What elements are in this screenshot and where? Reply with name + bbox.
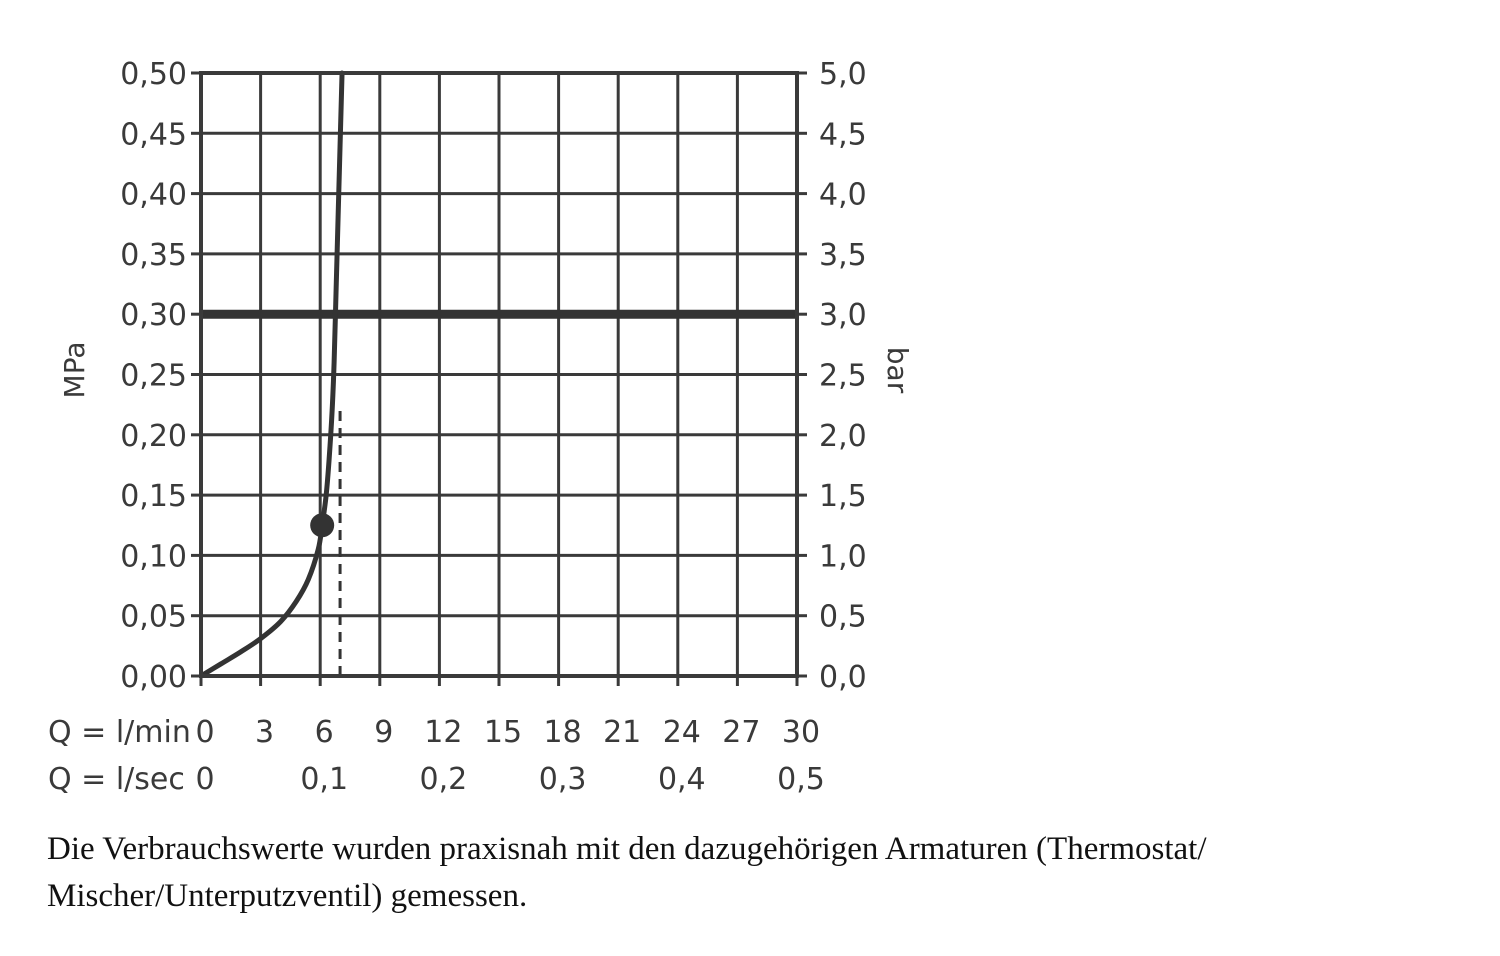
x-tick-label-primary: 6 xyxy=(315,715,334,750)
x-tick-label-secondary: 0 xyxy=(195,762,214,797)
y-tick-label-left: 0,40 xyxy=(120,178,187,213)
caption-line-2: Mischer/Unterputzventil) gemessen. xyxy=(47,878,528,914)
y-axis-title-left: MPa xyxy=(58,342,91,399)
y-tick-label-right: 0,5 xyxy=(819,600,867,635)
x-tick-label-primary: 9 xyxy=(374,715,393,750)
x-tick-label-secondary: 0,3 xyxy=(539,762,587,797)
x-tick-label-primary: 12 xyxy=(424,715,462,750)
y-tick-label-right: 3,5 xyxy=(819,238,867,273)
axis-ticks xyxy=(191,71,807,686)
x-tick-label-primary: 0 xyxy=(195,715,214,750)
x-tick-label-secondary: 0,5 xyxy=(777,762,825,797)
x-tick-label-primary: 21 xyxy=(603,715,641,750)
y-tick-label-left: 0,15 xyxy=(120,479,187,514)
caption: Die Verbrauchswerte wurden praxisnah mit… xyxy=(47,826,1447,920)
y-tick-label-right: 5,0 xyxy=(819,57,867,92)
grid xyxy=(199,71,799,678)
x-tick-label-secondary: 0,1 xyxy=(300,762,348,797)
operating-point-marker xyxy=(310,513,335,538)
caption-line-1: Die Verbrauchswerte wurden praxisnah mit… xyxy=(47,831,1207,867)
x-tick-label-primary: 27 xyxy=(722,715,760,750)
y-tick-label-left: 0,30 xyxy=(120,298,187,333)
y-tick-label-right: 4,0 xyxy=(819,178,867,213)
x-tick-label-secondary: 0,4 xyxy=(658,762,706,797)
x-tick-label-secondary: 0,2 xyxy=(420,762,468,797)
x-tick-label-primary: 15 xyxy=(484,715,522,750)
x-tick-label-primary: 3 xyxy=(255,715,274,750)
x-axis-title-secondary: Q = l/sec xyxy=(48,762,185,797)
tick-labels: 0 3 6 9 12 15 18 21 24 27 30 0 0,1 0,2 0,3 0,4 0,5 0,00 0,… xyxy=(120,57,867,797)
y-tick-label-left: 0,20 xyxy=(120,419,187,454)
y-tick-label-left: 0,10 xyxy=(120,539,187,574)
y-tick-label-right: 1,0 xyxy=(819,539,867,574)
y-tick-label-left: 0,00 xyxy=(120,660,187,695)
x-tick-label-primary: 24 xyxy=(663,715,701,750)
series-layer xyxy=(198,70,345,679)
y-tick-label-left: 0,50 xyxy=(120,57,187,92)
y-tick-label-right: 2,0 xyxy=(819,419,867,454)
y-tick-label-right: 1,5 xyxy=(819,479,867,514)
y-tick-label-left: 0,45 xyxy=(120,117,187,152)
y-tick-label-right: 0,0 xyxy=(819,660,867,695)
y-tick-label-left: 0,25 xyxy=(120,359,187,394)
y-tick-label-left: 0,35 xyxy=(120,238,187,273)
y-tick-label-left: 0,05 xyxy=(120,600,187,635)
y-tick-label-right: 4,5 xyxy=(819,117,867,152)
x-tick-label-primary: 30 xyxy=(782,715,820,750)
x-tick-label-primary: 18 xyxy=(544,715,582,750)
y-tick-label-right: 2,5 xyxy=(819,359,867,394)
y-axis-title-right: bar xyxy=(881,347,914,394)
x-axis-title-primary: Q = l/min xyxy=(48,715,191,750)
pressure-flow-chart: 0 3 6 9 12 15 18 21 24 27 30 0 0,1 0,2 0,3 0,4 0,5 0,00 0,… xyxy=(48,57,914,797)
y-tick-label-right: 3,0 xyxy=(819,298,867,333)
